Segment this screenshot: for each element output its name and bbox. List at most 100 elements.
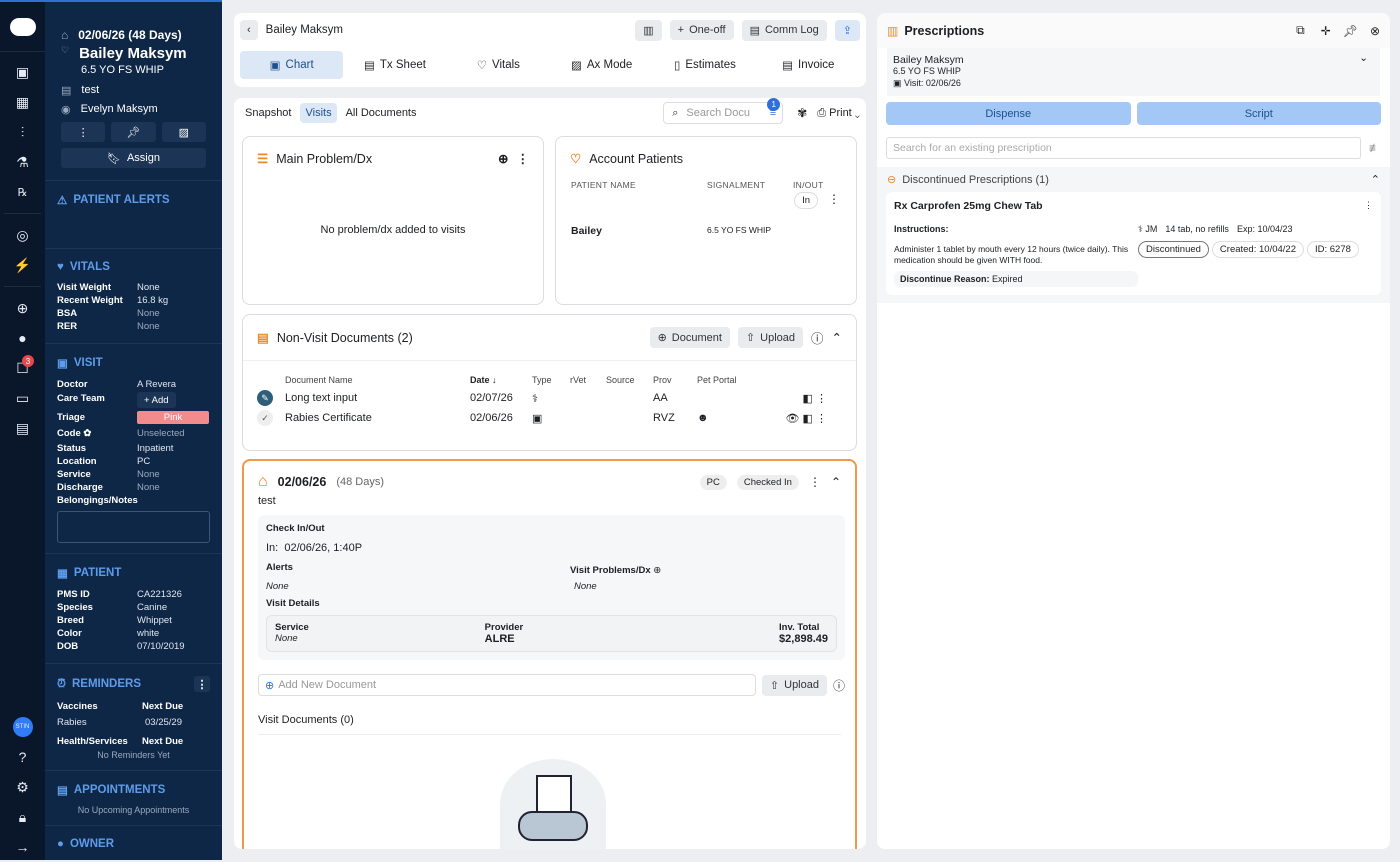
monitor-icon[interactable]: ▣ [15,63,30,80]
collapse-icon[interactable]: ⌃ [831,331,842,345]
open-icon[interactable]: ◧ [802,412,816,425]
prescription-card[interactable]: Rx Carprofen 25mg Chew Tab ⋮ Instructions… [886,192,1381,295]
owner-name[interactable]: Evelyn Maksym [80,103,158,115]
dispense-button[interactable]: Dispense [886,102,1131,125]
info-icon[interactable]: ⓘ [832,678,845,693]
vaccine-due: 03/25/29 [145,717,182,728]
add-care-team-button[interactable]: + Add [137,392,176,408]
row-menu-icon[interactable]: ⋮ [816,392,827,405]
bolt-icon[interactable]: ⚡ [13,256,32,273]
print-button[interactable]: ⎙ Print ⌄ [817,106,860,119]
filter-sliders-icon[interactable]: ≢ [1369,141,1381,155]
collapse-icon[interactable]: ⌃ [830,475,841,489]
copy-icon[interactable]: ⧉ [1296,23,1305,37]
lock-icon[interactable]: 🔒︎ [18,808,27,825]
more-options-button[interactable]: ⋮ [61,122,106,142]
visit-problems-value: None [574,581,597,592]
sort-down-icon[interactable]: ↓ [489,375,497,385]
user-avatar[interactable]: STIN [0,712,45,742]
add-document-button[interactable]: ⊕ Document [649,327,730,348]
help-icon[interactable]: ? [18,749,27,765]
open-icon[interactable]: ◧ [802,392,816,405]
info-value: Whippet [137,615,172,626]
account-patient-name[interactable]: Bailey [571,225,602,237]
close-icon[interactable]: ⊗ [1369,23,1380,38]
visit-upload-button[interactable]: ⇧ Upload [761,674,827,696]
eye-icon[interactable]: 👁︎ [785,412,803,425]
reminders-menu-button[interactable]: ⋮ [194,676,210,692]
tab-ax-mode[interactable]: ▨ Ax Mode [550,51,653,79]
row-menu-button[interactable]: ⋮ [828,192,840,206]
col-header: Document Name [285,375,470,388]
logo-icon[interactable] [0,2,45,52]
collapse-icon[interactable]: ⌃ [1370,174,1380,186]
doctor-value[interactable]: A Revera [137,379,177,390]
code-value[interactable]: Unselected [137,428,185,439]
document-icon[interactable]: ▤ [15,419,30,436]
table-row[interactable]: ✓ Rabies Certificate 02/06/26 ▣ RVZ ☻ 👁︎ ◧ ⋮ [257,408,827,428]
problem-menu-button[interactable]: ⋮ [516,152,530,166]
pet-icon[interactable]: ✾ [797,106,808,120]
visit-menu-button[interactable]: ⋮ [808,475,821,489]
discontinued-section-title[interactable]: Discontinued Prescriptions (1) [902,173,1049,186]
discharge-value[interactable]: None [137,482,160,493]
assign-button[interactable]: 🔖︎ Assign [61,148,206,168]
flask-icon[interactable]: ⚗ [16,153,29,170]
row-menu-icon[interactable]: ⋮ [816,412,827,425]
share-button[interactable]: ⇪ [834,19,860,41]
belongings-input[interactable] [57,511,210,543]
expand-icon[interactable]: ⌄ [1359,52,1368,64]
tab-label: Invoice [798,59,835,71]
add-problem-button[interactable]: ⊕ [498,152,509,166]
document-name[interactable]: Long text input [285,392,358,404]
subtab-all-documents[interactable]: All Documents [345,107,417,119]
add-problem-icon[interactable]: ⊕ [653,565,662,576]
script-button[interactable]: Script [1136,102,1381,125]
chart-icon[interactable]: ⫶ [20,123,25,140]
in-out-toggle[interactable]: In [794,192,818,209]
col-header[interactable]: Date ↓ [470,375,532,388]
patient-icon: ▦ [57,568,68,580]
search-pet-icon[interactable]: ◎ [16,226,29,243]
tab-invoice[interactable]: ▤ Invoice [757,51,860,79]
messages-icon[interactable]: ▭ [15,389,30,406]
back-button[interactable]: ‹ [240,20,258,40]
tasks-icon[interactable]: ☐ 3 [0,353,45,383]
subtab-snapshot[interactable]: Snapshot [245,107,292,119]
inv-total-value[interactable]: $2,898.49 [779,633,828,645]
chat-icon[interactable]: ● [18,330,27,346]
status-value[interactable]: Inpatient [137,443,174,454]
add-document-input[interactable]: ⊕ Add New Document [258,674,756,696]
triage-select[interactable]: Pink [137,411,209,424]
pin-icon[interactable]: 📌︎ [1342,23,1358,38]
add-pet-icon[interactable]: ⊕ [16,299,29,316]
prescription-search-input[interactable]: Search for an existing prescription [886,137,1361,159]
tab-vitals[interactable]: ♡ Vitals [447,51,550,79]
split-icon[interactable]: ✛ [1320,23,1331,38]
tab-chart[interactable]: ▣ Chart [240,51,344,79]
subtab-visits[interactable]: Visits [300,103,337,123]
table-row[interactable]: ✎ Long text input 02/07/26 ⚕ AA ◧ ⋮ [257,388,827,408]
pin-button[interactable]: 📌︎ [111,122,156,142]
rx-bottle-button[interactable]: ▥ [635,19,662,41]
upload-button[interactable]: ⇧ Upload [737,327,803,348]
location-value[interactable]: PC [137,456,151,467]
filter-icon[interactable]: ≡ [769,107,777,119]
search-documents-input[interactable]: ⌕ Search Docu ≡ 1 [663,98,784,124]
one-off-button[interactable]: + One-off [669,20,734,40]
comm-log-button[interactable]: ▤ Comm Log [741,19,827,41]
tab-estimates[interactable]: ▯ Estimates [653,51,756,79]
vaccines-label: Vaccines [57,701,98,712]
rx-icon[interactable]: ℞ [17,186,28,199]
checked-in-badge[interactable]: Checked In [736,474,799,490]
settings-icon[interactable]: ⚙ [16,778,29,795]
vaccine-name: Rabies [57,717,87,728]
image-button[interactable]: ▨ [161,122,206,142]
tab-tx-sheet[interactable]: ▤ Tx Sheet [343,51,446,79]
document-name[interactable]: Rabies Certificate [285,412,372,424]
info-row: BSA None [57,307,210,320]
calendar-icon[interactable]: ▦ [15,93,30,110]
prescription-menu-button[interactable]: ⋮ [1364,200,1373,210]
arrow-right-icon[interactable]: → [15,839,30,855]
info-icon[interactable]: ⓘ [811,332,824,346]
